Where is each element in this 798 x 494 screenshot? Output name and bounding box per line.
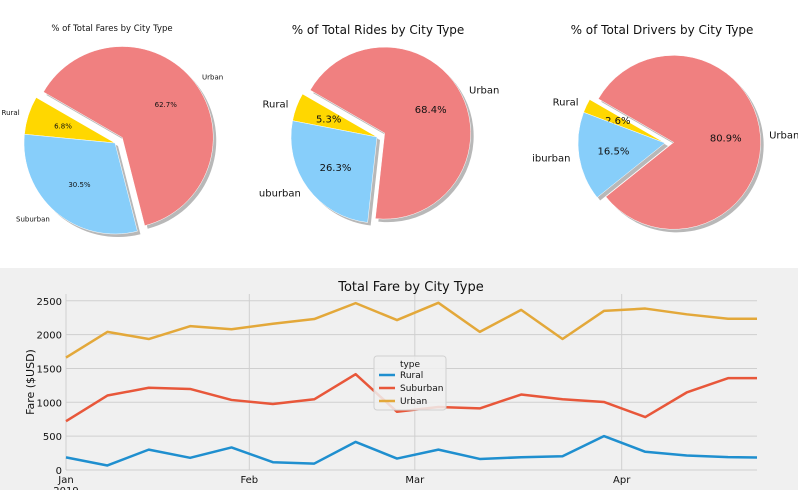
- pie-value-label: 2.6%: [605, 116, 630, 127]
- pie-category-label: uburban: [259, 188, 301, 199]
- pie-category-label: Rural: [2, 109, 20, 117]
- y-tick-label: 500: [43, 432, 62, 443]
- pie-category-label: Rural: [553, 97, 579, 108]
- pie-value-label: 80.9%: [710, 134, 742, 145]
- pie-slice-suburban: [23, 133, 138, 235]
- x-tick-label: Mar: [405, 475, 425, 486]
- pie-value-label: 26.3%: [320, 163, 352, 174]
- legend-entry-rural: Rural: [400, 371, 423, 381]
- line-chart-svg: 0 500 1000 1500 2000 2500 Jan Feb Mar Apr 2019 Tota…: [24, 280, 758, 494]
- pie-category-label: Suburban: [16, 215, 50, 223]
- legend-title: type: [400, 360, 421, 370]
- pie-chart-3: % of Total Drivers by City Type 2.6% Rural…: [532, 23, 798, 233]
- pie-title: % of Total Rides by City Type: [292, 23, 465, 37]
- pie-slice-urban: [597, 55, 761, 230]
- line-chart-panel: 0 500 1000 1500 2000 2500 Jan Feb Mar Apr 2019 Tota…: [0, 268, 798, 494]
- x-tick-label: Apr: [613, 475, 631, 486]
- pie-value-label: 6.8%: [54, 123, 72, 131]
- grid: [65, 294, 757, 471]
- y-tick-label: 2500: [37, 297, 62, 308]
- pie-value-label: 68.4%: [415, 105, 447, 116]
- legend-entry-suburban: Suburban: [400, 384, 443, 394]
- pie-value-label: 5.3%: [316, 114, 341, 125]
- y-tick-label: 1500: [37, 364, 62, 375]
- pie-chart-1: % of Total Fares by City Type 6.8% Rural 30…: [2, 24, 223, 237]
- legend-box: [373, 355, 447, 411]
- y-tick-label: 2000: [37, 331, 62, 342]
- pie-value-label: 16.5%: [598, 147, 630, 158]
- pie-slice-urban: [43, 46, 214, 226]
- pie-slice-urban: [309, 46, 471, 220]
- x-tick-sublabel: 2019: [53, 486, 78, 490]
- series-line-urban: [65, 301, 757, 359]
- series-line-rural: [65, 434, 758, 467]
- pie-title: % of Total Drivers by City Type: [571, 23, 754, 37]
- y-tick-label: 1000: [37, 398, 62, 409]
- line-chart-title: Total Fare by City Type: [337, 280, 483, 295]
- pie-value-label: 30.5%: [68, 181, 91, 189]
- pie-charts-panel: % of Total Fares by City Type 6.8% Rural 30…: [1, 23, 798, 237]
- x-tick-label: Jan: [57, 475, 73, 486]
- pie-slice-suburban: [290, 120, 378, 223]
- pie-slice-suburban: [577, 112, 666, 198]
- x-tick-label: Feb: [240, 475, 258, 486]
- pie-category-label: Urban: [202, 73, 223, 81]
- y-axis-label: Fare ($USD): [24, 349, 37, 415]
- legend-entry-urban: Urban: [400, 397, 427, 407]
- y-tick-label: 0: [56, 466, 62, 477]
- pie-category-label: iburban: [532, 153, 570, 164]
- pie-value-label: 62.7%: [155, 101, 178, 109]
- pie-category-label: Urban: [469, 86, 499, 97]
- pie-category-label: Urban: [769, 130, 798, 141]
- pie-charts-svg: % of Total Fares by City Type 6.8% Rural 30…: [2, 23, 798, 237]
- pie-chart-2: % of Total Rides by City Type 5.3% Rural 26…: [259, 23, 499, 226]
- pie-category-label: Rural: [263, 99, 289, 110]
- pie-title: % of Total Fares by City Type: [51, 24, 172, 34]
